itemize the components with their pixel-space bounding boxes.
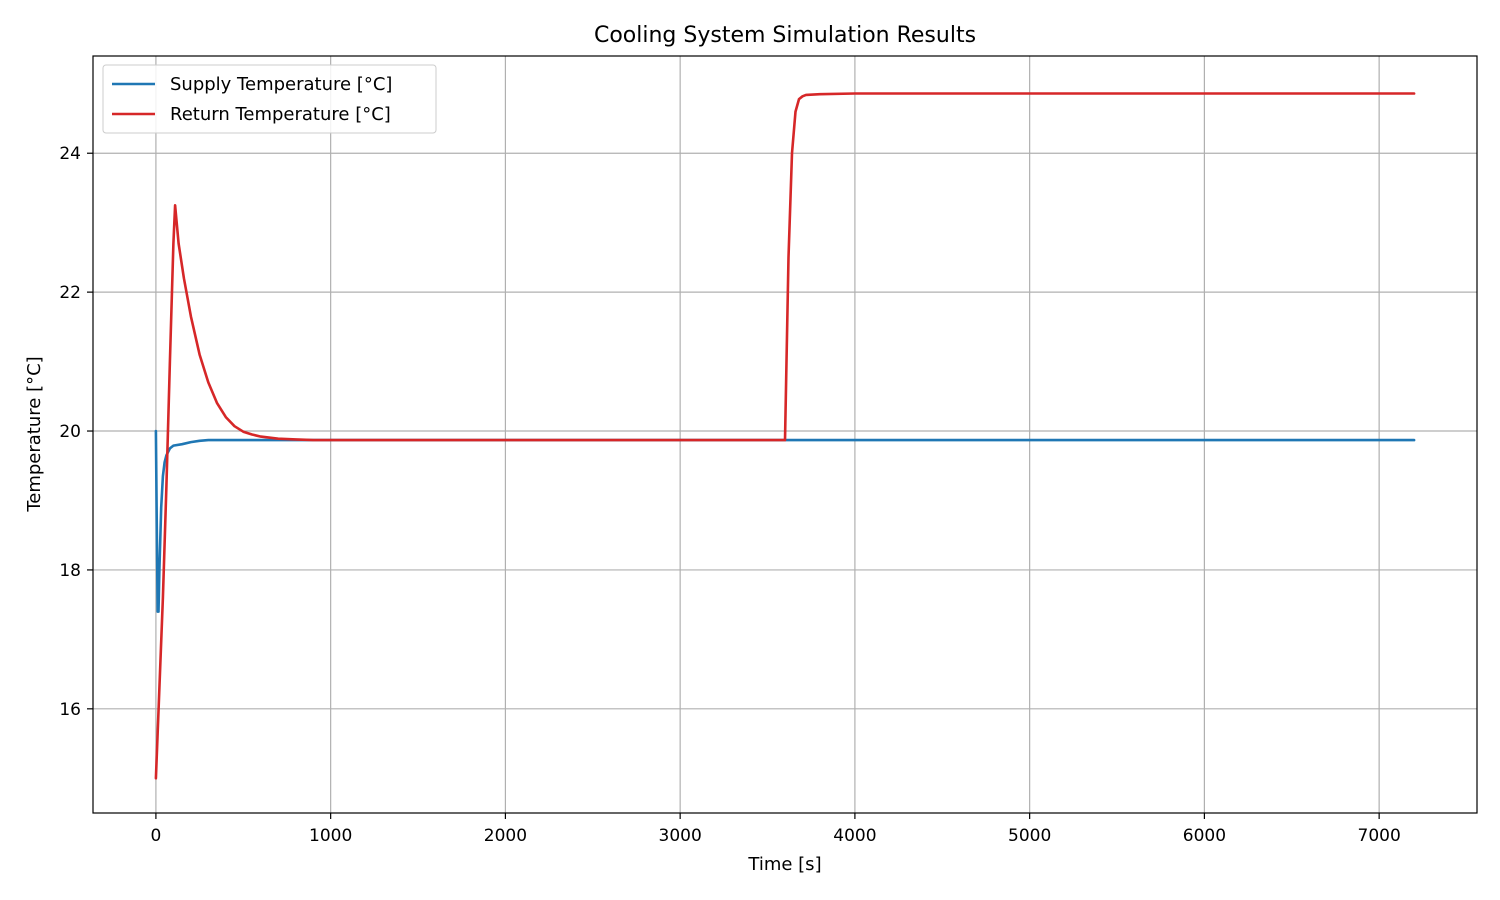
- legend: Supply Temperature [°C] Return Temperatu…: [102, 64, 437, 134]
- chart-title: Cooling System Simulation Results: [594, 23, 976, 48]
- y-tick-label: 20: [59, 422, 81, 442]
- legend-label-return: Return Temperature [°C]: [170, 104, 391, 125]
- x-tick-label: 0: [150, 826, 161, 846]
- x-tick-label: 2000: [484, 826, 527, 846]
- grid: [93, 56, 1477, 813]
- y-tick-label: 22: [59, 283, 81, 303]
- x-tick-label: 3000: [659, 826, 702, 846]
- plot-frame: [92, 55, 1478, 814]
- x-tick-label: 4000: [833, 826, 876, 846]
- x-axis-label: Time [s]: [747, 854, 821, 875]
- y-tick-label: 18: [59, 561, 81, 581]
- y-tick-label: 16: [59, 700, 81, 720]
- y-tick-label: 24: [59, 144, 81, 164]
- series-line-return: [154, 92, 1416, 780]
- x-tick-label: 7000: [1358, 826, 1401, 846]
- x-tick-label: 1000: [309, 826, 352, 846]
- x-tick-label: 6000: [1183, 826, 1226, 846]
- legend-label-supply: Supply Temperature [°C]: [170, 74, 392, 95]
- x-tick-label: 5000: [1008, 826, 1051, 846]
- series-layer: [154, 92, 1416, 780]
- y-ticks: 16 18 20 22 24: [59, 144, 93, 720]
- series-line-supply: [154, 429, 1416, 613]
- legend-box: [102, 64, 437, 134]
- y-axis-label: Temperature [°C]: [24, 356, 45, 512]
- x-ticks: 0 1000 2000 3000 4000 5000 6000 7000: [150, 813, 1401, 846]
